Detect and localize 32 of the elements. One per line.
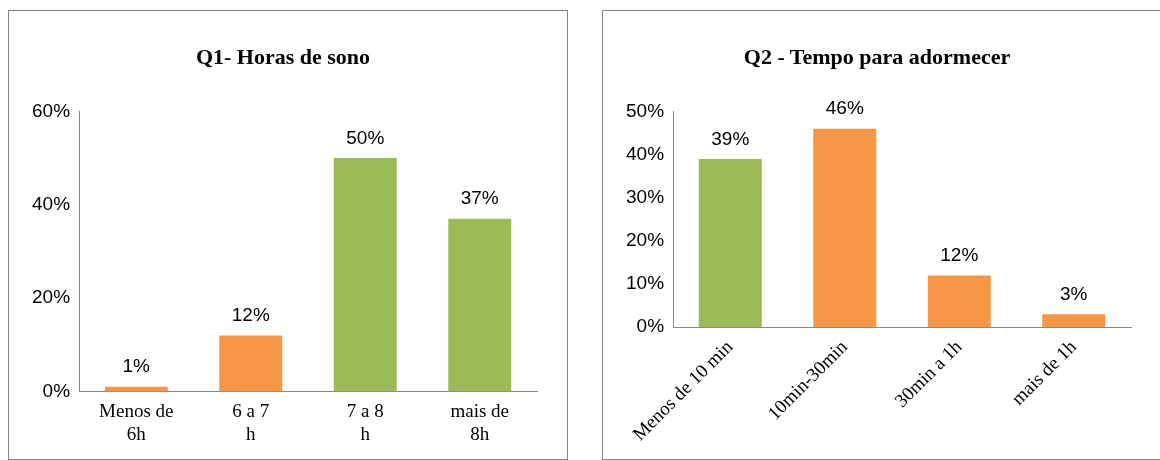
data-label: 12% [940, 244, 979, 266]
y-tick-label: 40% [626, 142, 665, 164]
bar [927, 275, 991, 328]
x-tick-label: 6 a 7 h [232, 399, 270, 444]
bar [813, 128, 877, 328]
x-tick-label: mais de 8h [450, 399, 510, 444]
y-tick-label: 60% [32, 99, 71, 121]
data-label: 39% [711, 127, 750, 149]
x-tick-label: Menos de 6h [99, 399, 174, 444]
chart-title: Q2 - Tempo para adormecer [743, 43, 1011, 69]
y-tick-label: 0% [636, 315, 665, 337]
y-tick-label: 40% [32, 192, 71, 214]
bar [333, 158, 397, 392]
y-tick-label: 20% [626, 229, 665, 251]
y-tick-label: 0% [42, 379, 71, 401]
y-tick-label: 10% [626, 272, 665, 294]
bar [448, 218, 512, 392]
y-tick-label: 50% [626, 99, 665, 121]
y-tick-label: 20% [32, 286, 71, 308]
y-tick-label: 30% [626, 185, 665, 207]
x-tick-label: 7 a 8 h [346, 399, 384, 444]
data-label: 1% [122, 355, 151, 377]
bar [698, 158, 762, 328]
data-label: 46% [825, 97, 864, 119]
data-label: 12% [231, 304, 270, 326]
bar [1042, 314, 1106, 328]
data-label: 50% [346, 126, 385, 148]
data-label: 3% [1060, 283, 1088, 304]
x-tick-label: mais de 1h [1007, 335, 1081, 409]
data-label: 37% [460, 187, 499, 209]
chart-title: Q1- Horas de sono [195, 43, 371, 69]
bar [219, 335, 283, 392]
